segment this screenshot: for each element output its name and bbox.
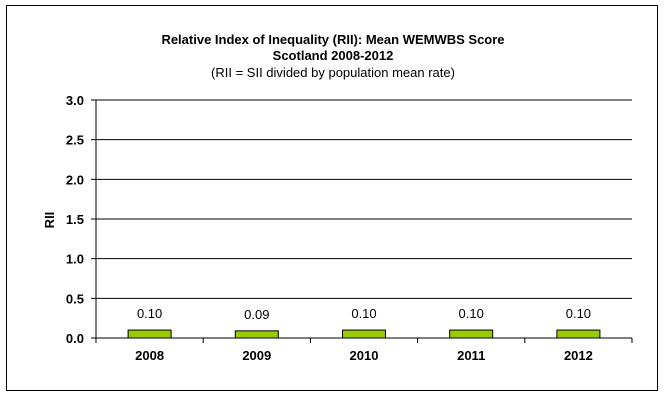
chart-frame: [6, 5, 658, 391]
bar-2011: [449, 329, 494, 339]
bar-2008: [127, 329, 172, 339]
data-labels: 0.10 0.09 0.10 0.10 0.10: [137, 306, 591, 322]
chart-title-line2: Scotland 2008-2012: [273, 48, 394, 63]
x-tick-label-2008: 2008: [135, 348, 164, 363]
data-label-2010: 0.10: [351, 306, 376, 321]
x-tick-label-2009: 2009: [242, 348, 271, 363]
data-label-2008: 0.10: [137, 306, 162, 321]
y-tick-label: 2.5: [66, 133, 84, 148]
data-label-2009: 0.09: [244, 307, 269, 322]
x-tick-label-2010: 2010: [350, 348, 379, 363]
x-tick-label-2012: 2012: [564, 348, 593, 363]
y-tick-label: 0.5: [66, 291, 84, 306]
x-tick-labels: 2008 2009 2010 2011 2012: [95, 338, 633, 363]
y-tick-label: 1.0: [66, 252, 84, 267]
y-axis-label: RII: [42, 212, 57, 229]
bars: [127, 329, 601, 339]
data-label-2011: 0.10: [459, 306, 484, 321]
chart-title-line1: Relative Index of Inequality (RII): Mean…: [161, 32, 504, 47]
y-tick-label: 1.5: [66, 212, 84, 227]
y-tick-label: 3.0: [66, 93, 84, 108]
x-tick-label-2011: 2011: [457, 348, 485, 363]
bar-2010: [342, 329, 386, 339]
bar-2009: [234, 330, 279, 339]
data-label-2012: 0.10: [566, 306, 591, 321]
chart-subtitle: (RII = SII divided by population mean ra…: [211, 65, 455, 80]
y-tick-label: 0.0: [66, 331, 84, 346]
axes: [95, 100, 632, 339]
y-tick-labels: 0.0 0.5 1.0 1.5 2.0 2.5 3.0: [66, 93, 84, 346]
bar-2012: [556, 329, 601, 339]
gridlines: [91, 99, 632, 339]
y-tick-label: 2.0: [66, 172, 84, 187]
